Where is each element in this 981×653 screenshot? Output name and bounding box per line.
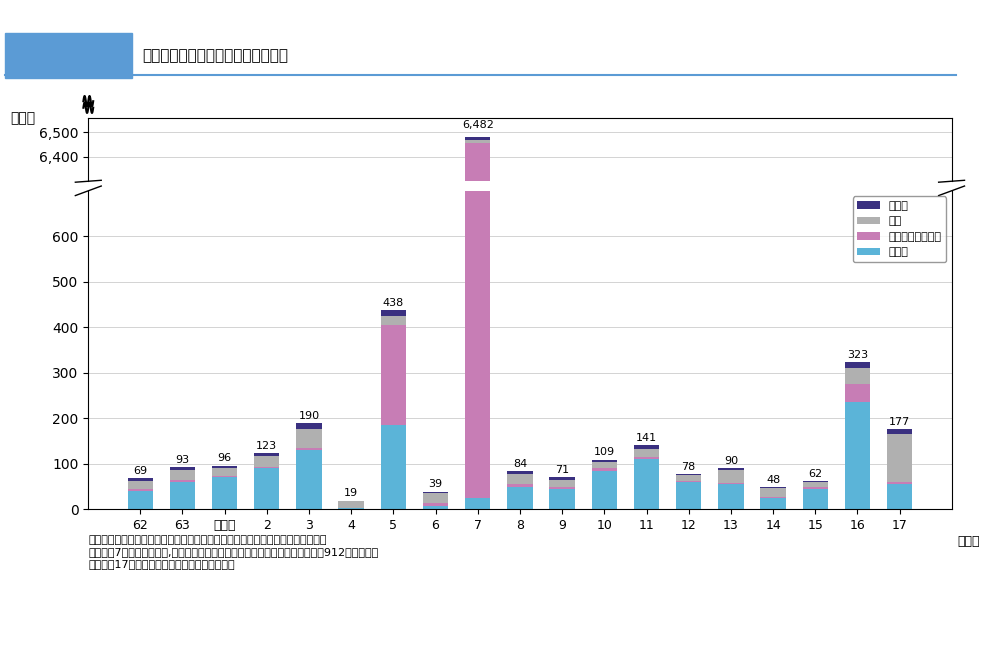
Text: 141: 141 xyxy=(636,433,657,443)
Bar xyxy=(254,467,280,468)
Bar xyxy=(760,498,786,509)
Text: 190: 190 xyxy=(298,411,320,421)
Bar xyxy=(676,474,701,475)
Bar xyxy=(465,0,490,498)
Text: 323: 323 xyxy=(847,350,868,360)
Bar xyxy=(634,457,659,459)
Bar xyxy=(296,429,322,448)
Bar xyxy=(128,491,153,509)
Text: 注）消防庁資料をもとに内閣府において作成。地震には津波によるものを含む。
　　平成7年の死者のうち,阪神・淡路大震災の死者についてはいわゆる関連死912名を含む: 注）消防庁資料をもとに内閣府において作成。地震には津波によるものを含む。 平成7… xyxy=(88,535,379,569)
Bar xyxy=(676,475,701,481)
Bar xyxy=(802,489,828,509)
Legend: その他, 雪害, 地震・火山・津波, 風水害: その他, 雪害, 地震・火山・津波, 風水害 xyxy=(853,197,946,262)
Bar xyxy=(592,468,617,471)
Bar xyxy=(676,482,701,509)
Bar xyxy=(212,468,237,476)
Bar xyxy=(296,450,322,509)
Bar xyxy=(887,482,912,485)
Bar xyxy=(845,402,870,509)
Bar xyxy=(507,486,533,509)
Bar xyxy=(212,466,237,468)
Text: 123: 123 xyxy=(256,441,278,451)
Text: 19: 19 xyxy=(344,488,358,498)
Text: 93: 93 xyxy=(176,454,189,465)
Bar xyxy=(128,489,153,491)
Bar xyxy=(718,470,744,483)
Bar xyxy=(338,508,364,509)
Text: 71: 71 xyxy=(555,465,569,475)
Bar xyxy=(887,429,912,434)
Bar xyxy=(465,140,490,143)
Text: 96: 96 xyxy=(218,453,232,464)
Bar xyxy=(381,310,406,316)
Bar xyxy=(212,477,237,509)
Text: 109: 109 xyxy=(594,447,615,458)
Bar xyxy=(170,470,195,480)
Bar xyxy=(549,489,575,509)
Bar xyxy=(507,485,533,486)
Bar xyxy=(381,316,406,325)
Bar xyxy=(507,474,533,485)
Bar xyxy=(465,498,490,509)
Bar xyxy=(718,468,744,470)
Text: 177: 177 xyxy=(889,417,910,426)
Bar xyxy=(802,481,828,482)
Bar xyxy=(760,488,786,496)
Text: 6,482: 6,482 xyxy=(462,119,493,130)
Bar xyxy=(634,445,659,449)
Bar xyxy=(887,485,912,509)
Text: 39: 39 xyxy=(429,479,442,489)
Bar xyxy=(676,481,701,482)
Text: 図１－２－２: 図１－２－２ xyxy=(10,49,55,62)
Bar xyxy=(718,485,744,509)
Bar xyxy=(549,487,575,489)
Bar xyxy=(549,477,575,480)
Bar xyxy=(802,482,828,488)
Bar xyxy=(170,482,195,509)
Bar xyxy=(254,468,280,509)
Text: 78: 78 xyxy=(682,462,696,471)
Bar xyxy=(381,325,406,425)
Bar xyxy=(634,459,659,509)
Text: （人）: （人） xyxy=(10,111,35,125)
Bar xyxy=(549,480,575,487)
Text: 90: 90 xyxy=(724,456,738,466)
Text: 48: 48 xyxy=(766,475,780,485)
Bar xyxy=(592,460,617,462)
Bar xyxy=(170,480,195,482)
Bar xyxy=(592,471,617,509)
Bar xyxy=(465,143,490,653)
Text: 438: 438 xyxy=(383,298,404,308)
Bar xyxy=(423,494,448,503)
Bar xyxy=(128,478,153,481)
Bar xyxy=(887,434,912,482)
Bar xyxy=(296,423,322,429)
Bar xyxy=(423,492,448,494)
X-axis label: （年）: （年） xyxy=(957,535,980,548)
Bar xyxy=(338,501,364,508)
Bar xyxy=(296,448,322,450)
Text: 84: 84 xyxy=(513,459,527,469)
Bar xyxy=(718,483,744,485)
Bar xyxy=(845,362,870,368)
Bar xyxy=(845,384,870,402)
Bar xyxy=(423,503,448,505)
Bar xyxy=(507,471,533,474)
Bar xyxy=(845,368,870,384)
Bar xyxy=(254,453,280,456)
Bar xyxy=(128,481,153,489)
Bar xyxy=(592,462,617,468)
Text: 69: 69 xyxy=(133,466,147,475)
Bar xyxy=(634,449,659,457)
Text: 62: 62 xyxy=(808,469,822,479)
Bar xyxy=(465,136,490,140)
Bar xyxy=(760,496,786,498)
Bar xyxy=(802,488,828,489)
Text: 災害原因別死者・行方不明者の状況: 災害原因別死者・行方不明者の状況 xyxy=(142,48,288,63)
Bar xyxy=(381,425,406,509)
Bar xyxy=(254,456,280,467)
Bar xyxy=(212,476,237,477)
Bar xyxy=(170,467,195,470)
Bar xyxy=(423,505,448,509)
